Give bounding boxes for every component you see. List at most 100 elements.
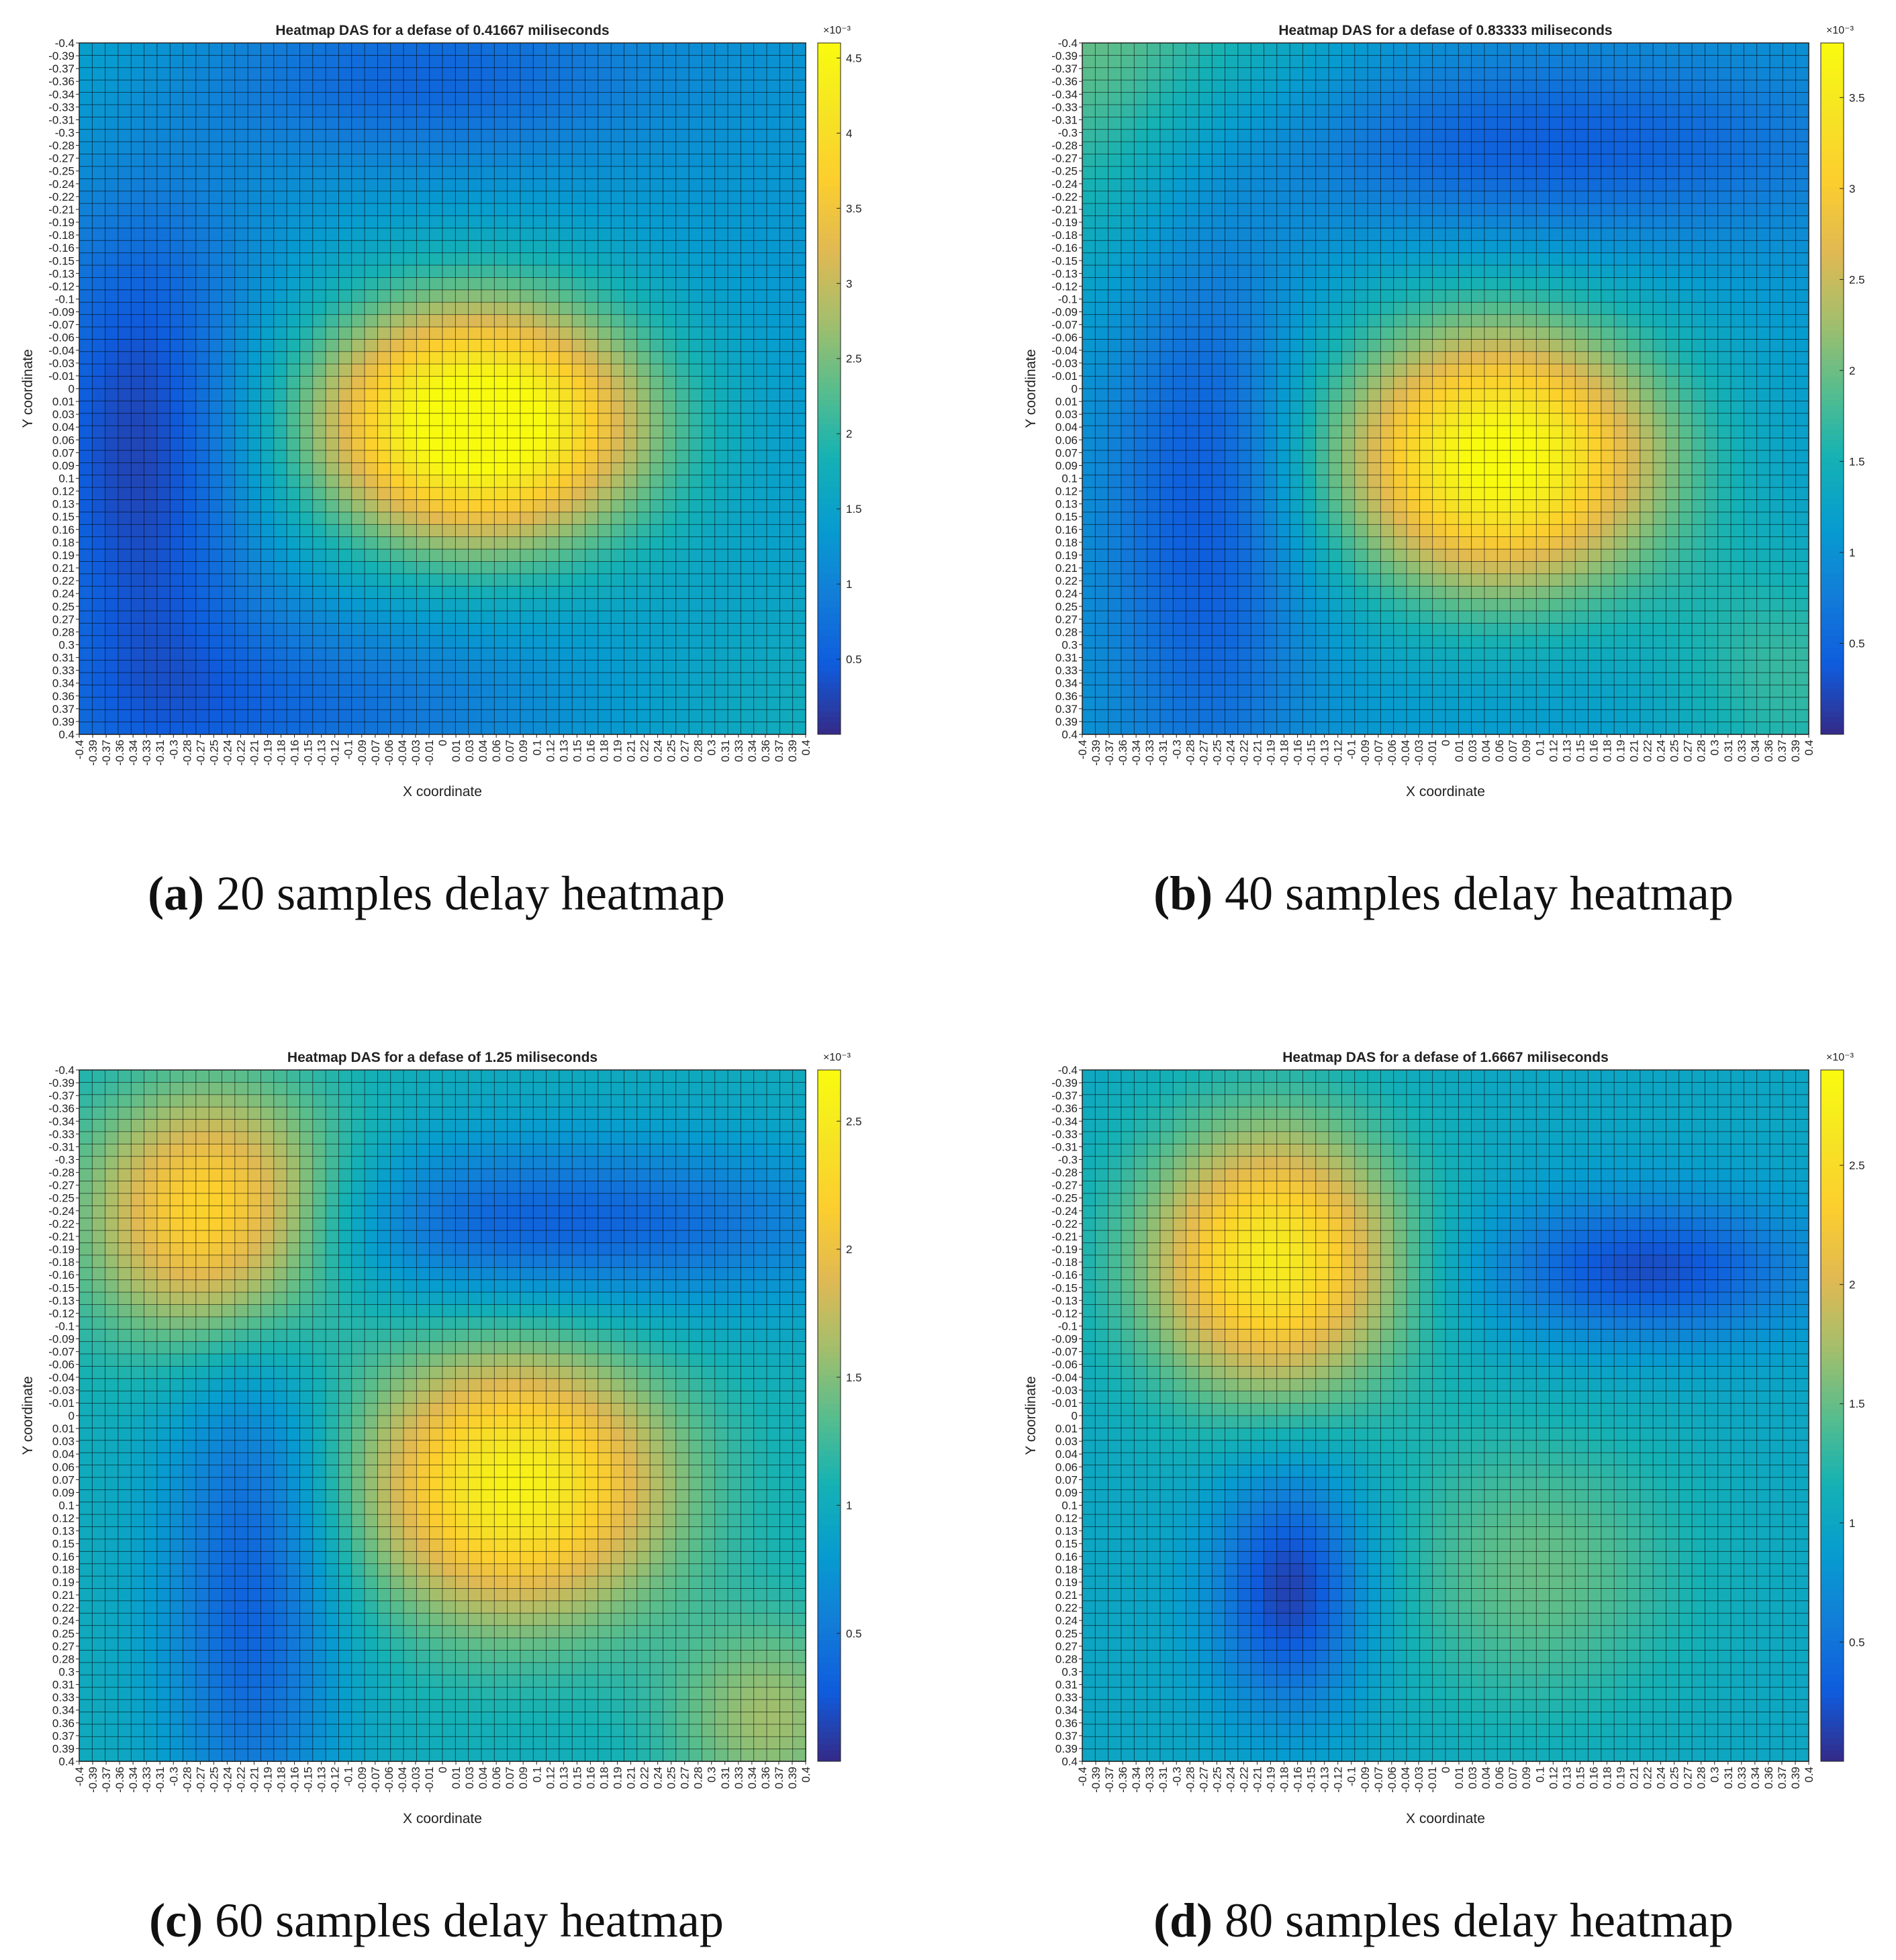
heatmap-cell — [144, 191, 158, 204]
heatmap-cell — [675, 289, 690, 303]
heatmap-cell — [1588, 79, 1602, 93]
heatmap-cell — [727, 166, 742, 180]
heatmap-cell — [1535, 252, 1550, 266]
heatmap-cell — [234, 141, 248, 155]
heatmap-cell — [1666, 116, 1680, 130]
heatmap-cell — [208, 660, 223, 673]
heatmap-cell — [1782, 277, 1797, 291]
heatmap-cell — [234, 326, 248, 340]
heatmap-cell — [481, 326, 495, 340]
heatmap-cell — [1769, 54, 1784, 68]
heatmap-cell — [1445, 228, 1460, 242]
heatmap-cell — [234, 116, 248, 130]
heatmap-cell — [1704, 92, 1719, 105]
heatmap-cell — [429, 301, 443, 315]
heatmap-cell — [1186, 264, 1200, 279]
heatmap-cell — [312, 376, 326, 389]
heatmap-cell — [377, 228, 391, 242]
heatmap-cell — [1276, 289, 1290, 303]
heatmap-cell — [493, 388, 508, 402]
heatmap-cell — [377, 104, 391, 118]
heatmap-cell — [1652, 326, 1667, 340]
heatmap-cell — [1782, 215, 1797, 229]
heatmap-cell — [1082, 228, 1096, 242]
heatmap-cell — [1666, 351, 1680, 364]
heatmap-cell — [701, 598, 716, 611]
heatmap-cell — [714, 314, 728, 328]
heatmap-cell — [714, 684, 728, 698]
x-tick-label: 0.4 — [800, 740, 812, 756]
heatmap-cell — [183, 191, 197, 204]
heatmap-cell — [1588, 42, 1602, 56]
heatmap-cell — [1147, 326, 1161, 340]
heatmap-cell — [169, 104, 184, 118]
heatmap-cell — [1756, 178, 1770, 192]
colorbar-segment — [818, 198, 841, 205]
heatmap-cell — [105, 203, 119, 217]
heatmap-cell — [663, 499, 677, 513]
heatmap-cell — [1782, 42, 1797, 56]
heatmap-cell — [156, 92, 171, 105]
heatmap-cell — [1419, 79, 1433, 93]
heatmap-cell — [273, 450, 287, 464]
heatmap-cell — [624, 709, 638, 723]
heatmap-cell — [222, 573, 236, 587]
x-tick-label: -0.24 — [221, 740, 234, 766]
heatmap-cell — [532, 635, 547, 648]
heatmap-cell — [727, 697, 742, 710]
heatmap-cell — [312, 524, 326, 538]
heatmap-cell — [183, 363, 197, 377]
heatmap-cell — [222, 326, 236, 340]
heatmap-cell — [312, 623, 326, 636]
heatmap-cell — [571, 511, 586, 526]
heatmap-cell — [792, 697, 806, 710]
heatmap-cell — [351, 79, 365, 93]
colorbar-segment — [818, 405, 841, 412]
heatmap-cell — [1380, 314, 1394, 328]
heatmap-cell — [1743, 203, 1758, 217]
heatmap-cell — [156, 42, 171, 56]
heatmap-cell — [1108, 338, 1122, 352]
heatmap-cell — [493, 338, 508, 352]
heatmap-cell — [222, 511, 236, 526]
heatmap-cell — [273, 326, 287, 340]
heatmap-cell — [1289, 228, 1304, 242]
heatmap-cell — [1640, 141, 1654, 155]
heatmap-cell — [1549, 67, 1563, 81]
heatmap-cell — [247, 215, 262, 229]
heatmap-cell — [585, 264, 599, 279]
heatmap-cell — [377, 462, 391, 476]
heatmap-cell — [117, 450, 132, 464]
heatmap-cell — [299, 585, 314, 599]
heatmap-cell — [1094, 338, 1109, 352]
heatmap-cell — [481, 191, 495, 204]
heatmap-cell — [455, 129, 469, 142]
colorbar-segment — [818, 579, 841, 585]
heatmap-cell — [208, 684, 223, 698]
heatmap-cell — [1691, 215, 1706, 229]
heatmap-cell — [740, 376, 755, 389]
heatmap-cell — [1730, 191, 1745, 204]
heatmap-cell — [144, 166, 158, 180]
heatmap-cell — [156, 388, 171, 402]
heatmap-cell — [351, 264, 365, 279]
heatmap-cell — [338, 326, 352, 340]
heatmap-cell — [701, 623, 716, 636]
heatmap-cell — [247, 92, 262, 105]
heatmap-cell — [338, 388, 352, 402]
heatmap-cell — [1497, 351, 1511, 364]
heatmap-cell — [714, 92, 728, 105]
heatmap-cell — [79, 561, 93, 575]
heatmap-cell — [442, 92, 457, 105]
heatmap-cell — [532, 301, 547, 315]
heatmap-cell — [1743, 191, 1758, 204]
heatmap-cell — [222, 647, 236, 661]
heatmap-cell — [779, 116, 794, 130]
heatmap-cell — [598, 499, 612, 513]
heatmap-cell — [636, 623, 651, 636]
heatmap-cell — [183, 425, 197, 439]
heatmap-cell — [636, 672, 651, 686]
heatmap-cell — [105, 154, 119, 167]
heatmap-cell — [740, 635, 755, 648]
heatmap-cell — [714, 660, 728, 673]
